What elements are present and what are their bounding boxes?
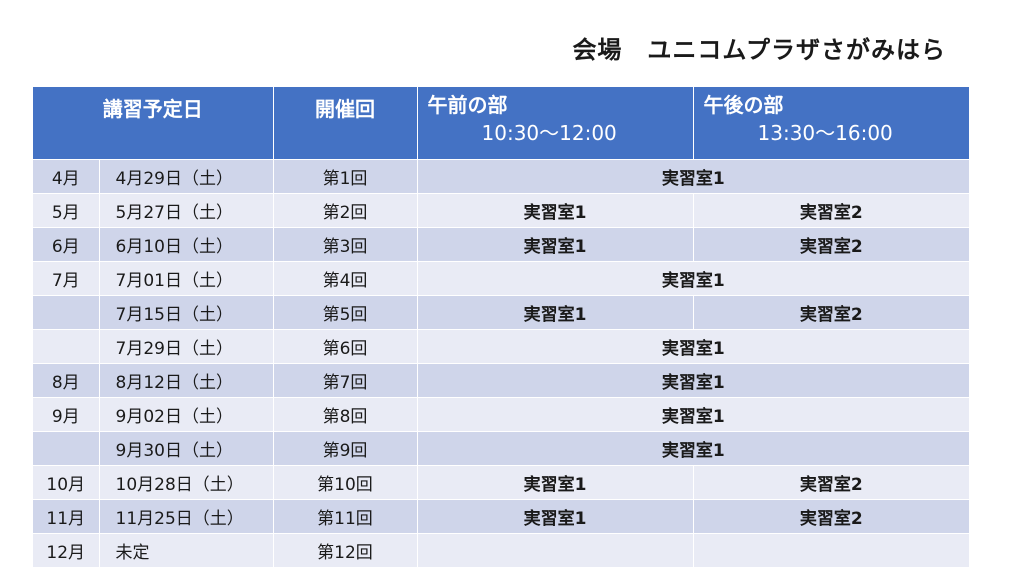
table-row: 11月 11月25日（土） 第11回 実習室1 実習室2 (33, 499, 969, 534)
row-room-afternoon (692, 533, 969, 567)
table-row: 4月 4月29日（土） 第1回 実習室1 (33, 159, 969, 194)
row-room-afternoon: 実習室2 (692, 227, 969, 262)
table-row: 12月 未定 第12回 (33, 533, 969, 567)
row-room-afternoon: 実習室2 (692, 295, 969, 330)
row-session: 第12回 (272, 533, 417, 567)
row-session: 第3回 (272, 227, 417, 262)
row-room-allday: 実習室1 (416, 363, 969, 398)
row-date: 7月29日（土） (98, 329, 273, 364)
row-room-morning: 実習室1 (416, 465, 693, 500)
row-session: 第5回 (272, 295, 417, 330)
row-room-allday: 実習室1 (416, 159, 969, 194)
row-month: 12月 (33, 533, 99, 567)
table-row: 7月29日（土） 第6回 実習室1 (33, 329, 969, 364)
row-session: 第4回 (272, 261, 417, 296)
row-room-morning: 実習室1 (416, 193, 693, 228)
header-afternoon-label: 午後の部 (703, 93, 784, 117)
row-room-allday: 実習室1 (416, 431, 969, 466)
row-session: 第10回 (272, 465, 417, 500)
row-month (33, 329, 99, 364)
table-row: 8月 8月12日（土） 第7回 実習室1 (33, 363, 969, 398)
row-room-afternoon: 実習室2 (692, 193, 969, 228)
row-session: 第2回 (272, 193, 417, 228)
schedule-table: 講習予定日 開催回 午前の部 10:30～12:00 午後の部 13:30～16… (33, 87, 969, 567)
header-morning-label: 午前の部 (427, 93, 508, 117)
row-date: 11月25日（土） (98, 499, 273, 534)
row-date: 9月02日（土） (98, 397, 273, 432)
table-row: 10月 10月28日（土） 第10回 実習室1 実習室2 (33, 465, 969, 500)
row-month: 6月 (33, 227, 99, 262)
header-morning-time: 10:30～12:00 (481, 121, 617, 145)
header-afternoon: 午後の部 13:30～16:00 (692, 87, 969, 160)
row-room-morning: 実習室1 (416, 499, 693, 534)
row-room-afternoon: 実習室2 (692, 499, 969, 534)
table-row: 7月 7月01日（土） 第4回 実習室1 (33, 261, 969, 296)
row-date: 6月10日（土） (98, 227, 273, 262)
row-date: 9月30日（土） (98, 431, 273, 466)
header-session: 開催回 (272, 87, 417, 160)
row-month: 11月 (33, 499, 99, 534)
row-month: 10月 (33, 465, 99, 500)
row-date: 7月15日（土） (98, 295, 273, 330)
row-room-morning (416, 533, 693, 567)
row-date: 4月29日（土） (98, 159, 273, 194)
row-session: 第8回 (272, 397, 417, 432)
row-room-morning: 実習室1 (416, 227, 693, 262)
row-date: 8月12日（土） (98, 363, 273, 398)
table-header-row: 講習予定日 開催回 午前の部 10:30～12:00 午後の部 13:30～16… (33, 87, 969, 160)
row-date: 未定 (98, 533, 273, 567)
row-month: 5月 (33, 193, 99, 228)
row-room-allday: 実習室1 (416, 261, 969, 296)
table-row: 9月 9月02日（土） 第8回 実習室1 (33, 397, 969, 432)
row-month: 4月 (33, 159, 99, 194)
table-row: 9月30日（土） 第9回 実習室1 (33, 431, 969, 466)
row-month (33, 295, 99, 330)
venue-title: 会場 ユニコムプラザさがみはら (572, 36, 946, 64)
row-room-afternoon: 実習室2 (692, 465, 969, 500)
row-session: 第1回 (272, 159, 417, 194)
row-month (33, 431, 99, 466)
row-room-allday: 実習室1 (416, 329, 969, 364)
table-row: 6月 6月10日（土） 第3回 実習室1 実習室2 (33, 227, 969, 262)
row-month: 8月 (33, 363, 99, 398)
header-afternoon-time: 13:30～16:00 (757, 121, 893, 145)
row-date: 10月28日（土） (98, 465, 273, 500)
header-date: 講習予定日 (33, 87, 273, 160)
row-session: 第11回 (272, 499, 417, 534)
row-room-allday: 実習室1 (416, 397, 969, 432)
table-row: 7月15日（土） 第5回 実習室1 実習室2 (33, 295, 969, 330)
row-session: 第7回 (272, 363, 417, 398)
row-month: 9月 (33, 397, 99, 432)
header-morning: 午前の部 10:30～12:00 (416, 87, 693, 160)
row-month: 7月 (33, 261, 99, 296)
row-room-morning: 実習室1 (416, 295, 693, 330)
row-date: 7月01日（土） (98, 261, 273, 296)
row-date: 5月27日（土） (98, 193, 273, 228)
table-row: 5月 5月27日（土） 第2回 実習室1 実習室2 (33, 193, 969, 228)
row-session: 第6回 (272, 329, 417, 364)
row-session: 第9回 (272, 431, 417, 466)
